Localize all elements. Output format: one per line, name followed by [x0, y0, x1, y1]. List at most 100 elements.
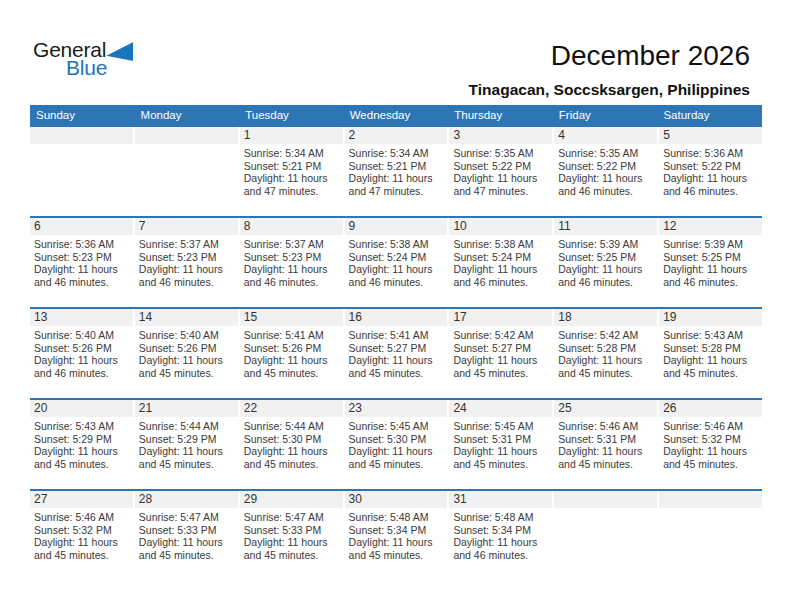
day-sun-info: Sunrise: 5:43 AMSunset: 5:29 PMDaylight:… — [30, 417, 133, 470]
sun-info-line: Sunset: 5:27 PM — [453, 342, 550, 355]
sun-info-line: Daylight: 11 hours — [663, 354, 760, 367]
day-sun-info: Sunrise: 5:39 AMSunset: 5:25 PMDaylight:… — [554, 235, 657, 288]
day-cell-18: 18Sunrise: 5:42 AMSunset: 5:28 PMDayligh… — [554, 309, 657, 398]
sun-info-line: and 45 minutes. — [349, 549, 446, 562]
day-number: 22 — [240, 400, 343, 417]
sun-info-line: Sunset: 5:28 PM — [663, 342, 760, 355]
sun-info-line: Daylight: 11 hours — [139, 445, 236, 458]
sun-info-line: Sunset: 5:23 PM — [139, 251, 236, 264]
sun-info-line: Sunset: 5:30 PM — [349, 433, 446, 446]
sun-info-line: Sunrise: 5:36 AM — [34, 238, 131, 251]
sun-info-line: Daylight: 11 hours — [139, 354, 236, 367]
day-number: 3 — [449, 127, 552, 144]
sun-info-line: Daylight: 11 hours — [139, 263, 236, 276]
sun-info-line: Sunrise: 5:38 AM — [453, 238, 550, 251]
day-number: 10 — [449, 218, 552, 235]
sun-info-line: Sunset: 5:26 PM — [34, 342, 131, 355]
day-sun-info: Sunrise: 5:41 AMSunset: 5:27 PMDaylight:… — [345, 326, 448, 379]
calendar-body: 1Sunrise: 5:34 AMSunset: 5:21 PMDaylight… — [30, 125, 762, 580]
day-number: 12 — [659, 218, 762, 235]
sun-info-line: and 46 minutes. — [139, 276, 236, 289]
sun-info-line: Daylight: 11 hours — [34, 263, 131, 276]
day-cell-4: 4Sunrise: 5:35 AMSunset: 5:22 PMDaylight… — [554, 127, 657, 216]
sun-info-line: Sunset: 5:29 PM — [34, 433, 131, 446]
day-sun-info: Sunrise: 5:42 AMSunset: 5:27 PMDaylight:… — [449, 326, 552, 379]
day-cell-23: 23Sunrise: 5:45 AMSunset: 5:30 PMDayligh… — [345, 400, 448, 489]
day-sun-info: Sunrise: 5:40 AMSunset: 5:26 PMDaylight:… — [30, 326, 133, 379]
day-header-thursday: Thursday — [448, 109, 553, 121]
sun-info-line: and 45 minutes. — [244, 367, 341, 380]
day-cell-1: 1Sunrise: 5:34 AMSunset: 5:21 PMDaylight… — [240, 127, 343, 216]
day-sun-info: Sunrise: 5:44 AMSunset: 5:29 PMDaylight:… — [135, 417, 238, 470]
sun-info-line: Sunrise: 5:44 AM — [244, 420, 341, 433]
day-sun-info: Sunrise: 5:34 AMSunset: 5:21 PMDaylight:… — [345, 144, 448, 197]
sun-info-line: Sunrise: 5:37 AM — [244, 238, 341, 251]
sun-info-line: Daylight: 11 hours — [349, 263, 446, 276]
sun-info-line: Daylight: 11 hours — [34, 445, 131, 458]
sun-info-line: and 46 minutes. — [558, 185, 655, 198]
day-cell-6: 6Sunrise: 5:36 AMSunset: 5:23 PMDaylight… — [30, 218, 133, 307]
day-cell-empty — [554, 491, 657, 580]
sun-info-line: and 45 minutes. — [663, 458, 760, 471]
day-sun-info — [30, 144, 133, 147]
day-number: 2 — [345, 127, 448, 144]
sun-info-line: and 45 minutes. — [34, 458, 131, 471]
day-sun-info — [554, 508, 657, 511]
day-cell-3: 3Sunrise: 5:35 AMSunset: 5:22 PMDaylight… — [449, 127, 552, 216]
day-sun-info: Sunrise: 5:46 AMSunset: 5:32 PMDaylight:… — [659, 417, 762, 470]
sun-info-line: Sunrise: 5:47 AM — [139, 511, 236, 524]
sun-info-line: Sunset: 5:30 PM — [244, 433, 341, 446]
sun-info-line: and 45 minutes. — [453, 458, 550, 471]
day-cell-8: 8Sunrise: 5:37 AMSunset: 5:23 PMDaylight… — [240, 218, 343, 307]
sun-info-line: Daylight: 11 hours — [244, 263, 341, 276]
day-cell-22: 22Sunrise: 5:44 AMSunset: 5:30 PMDayligh… — [240, 400, 343, 489]
sun-info-line: and 45 minutes. — [453, 367, 550, 380]
sun-info-line: and 46 minutes. — [34, 276, 131, 289]
sun-info-line: Daylight: 11 hours — [349, 172, 446, 185]
day-header-saturday: Saturday — [657, 109, 762, 121]
general-blue-logo: General Blue — [33, 38, 133, 80]
day-sun-info: Sunrise: 5:45 AMSunset: 5:31 PMDaylight:… — [449, 417, 552, 470]
day-sun-info: Sunrise: 5:38 AMSunset: 5:24 PMDaylight:… — [345, 235, 448, 288]
title-block: December 2026 Tinagacan, Soccsksargen, P… — [469, 40, 750, 99]
day-number: 23 — [345, 400, 448, 417]
sun-info-line: Daylight: 11 hours — [663, 172, 760, 185]
sun-info-line: Sunset: 5:24 PM — [349, 251, 446, 264]
sun-info-line: and 45 minutes. — [139, 458, 236, 471]
day-number: 8 — [240, 218, 343, 235]
day-number: 21 — [135, 400, 238, 417]
sun-info-line: Daylight: 11 hours — [558, 354, 655, 367]
day-cell-14: 14Sunrise: 5:40 AMSunset: 5:26 PMDayligh… — [135, 309, 238, 398]
sun-info-line: Daylight: 11 hours — [558, 445, 655, 458]
day-number: 6 — [30, 218, 133, 235]
day-number: 18 — [554, 309, 657, 326]
day-sun-info: Sunrise: 5:36 AMSunset: 5:23 PMDaylight:… — [30, 235, 133, 288]
day-cell-30: 30Sunrise: 5:48 AMSunset: 5:34 PMDayligh… — [345, 491, 448, 580]
sun-info-line: Sunset: 5:33 PM — [244, 524, 341, 537]
sun-info-line: and 45 minutes. — [244, 549, 341, 562]
sun-info-line: and 46 minutes. — [453, 276, 550, 289]
sun-info-line: and 45 minutes. — [139, 367, 236, 380]
sun-info-line: Sunrise: 5:34 AM — [349, 147, 446, 160]
day-sun-info: Sunrise: 5:37 AMSunset: 5:23 PMDaylight:… — [135, 235, 238, 288]
day-number: 19 — [659, 309, 762, 326]
day-number: 17 — [449, 309, 552, 326]
sun-info-line: Sunrise: 5:35 AM — [558, 147, 655, 160]
sun-info-line: and 45 minutes. — [558, 458, 655, 471]
day-header-monday: Monday — [135, 109, 240, 121]
day-sun-info: Sunrise: 5:39 AMSunset: 5:25 PMDaylight:… — [659, 235, 762, 288]
day-number: 7 — [135, 218, 238, 235]
day-sun-info: Sunrise: 5:46 AMSunset: 5:31 PMDaylight:… — [554, 417, 657, 470]
weekday-header-row: SundayMondayTuesdayWednesdayThursdayFrid… — [30, 105, 762, 125]
sun-info-line: Sunset: 5:29 PM — [139, 433, 236, 446]
sun-info-line: Sunset: 5:27 PM — [349, 342, 446, 355]
day-number: 11 — [554, 218, 657, 235]
sun-info-line: Daylight: 11 hours — [663, 263, 760, 276]
day-cell-13: 13Sunrise: 5:40 AMSunset: 5:26 PMDayligh… — [30, 309, 133, 398]
day-number-empty — [135, 127, 238, 144]
sun-info-line: Daylight: 11 hours — [349, 445, 446, 458]
day-sun-info: Sunrise: 5:36 AMSunset: 5:22 PMDaylight:… — [659, 144, 762, 197]
sun-info-line: Sunset: 5:26 PM — [139, 342, 236, 355]
sun-info-line: Daylight: 11 hours — [453, 445, 550, 458]
day-sun-info: Sunrise: 5:48 AMSunset: 5:34 PMDaylight:… — [449, 508, 552, 561]
